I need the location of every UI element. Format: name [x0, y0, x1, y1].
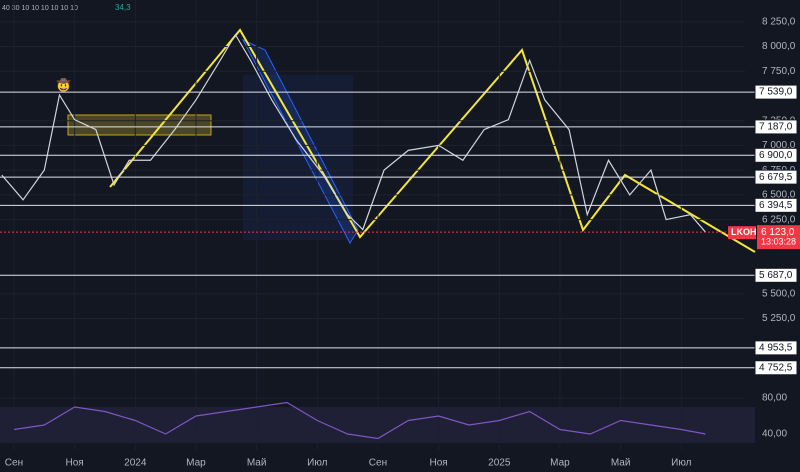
y-tick-label: 8 250,0: [762, 16, 796, 27]
y-tick-label: 5 250,0: [762, 313, 796, 324]
y-tick-label: 6 250,0: [762, 214, 796, 225]
level-label-box: [754, 340, 798, 356]
level-label: 4 953,5: [759, 343, 793, 354]
y-tick-label: 40,00: [762, 429, 787, 440]
zone: [67, 114, 212, 136]
level-label: 4 752,5: [759, 362, 793, 373]
x-tick-label: Ноя: [66, 458, 84, 469]
y-tick-label: 7 750,0: [762, 66, 796, 77]
y-tick-label: 8 000,0: [762, 41, 796, 52]
x-tick-label: Май: [247, 458, 267, 469]
level-label: 6 900,0: [759, 150, 793, 161]
x-tick-label: Мар: [186, 458, 206, 469]
x-tick-label: Сен: [5, 458, 23, 469]
ticker-box: [728, 226, 756, 240]
level-label: 6 679,5: [759, 172, 793, 183]
icon: 🤠: [56, 77, 71, 92]
level-label-box: [754, 267, 798, 283]
x-tick-label: Мар: [550, 458, 570, 469]
x-tick-label: Июл: [671, 458, 691, 469]
level-label-box: [754, 84, 798, 100]
x-tick-label: Ноя: [430, 458, 448, 469]
x-tick-label: Сен: [369, 458, 387, 469]
ticker: LKOH: [731, 227, 757, 237]
x-tick-label: Июл: [307, 458, 327, 469]
last-time: 13:03:28: [761, 237, 796, 247]
level-label: 7 187,0: [759, 122, 793, 133]
last-price-box: [757, 225, 800, 250]
level-label-box: [754, 197, 798, 213]
x-tick-label: 2025: [488, 458, 511, 469]
y-tick-label: 6 500,0: [762, 190, 796, 201]
indicator-value: 34,3: [115, 3, 131, 12]
y-tick-label: 5 500,0: [762, 288, 796, 299]
x-tick-label: Май: [611, 458, 631, 469]
last-price-label: 6 123,0: [761, 227, 795, 238]
zigzag: [109, 28, 756, 253]
price-line: [1, 33, 707, 233]
level-label-box: [754, 147, 798, 163]
y-tick-label: 80,00: [762, 393, 787, 404]
y-tick-label: 7 000,0: [762, 140, 796, 151]
level-label-box: [754, 360, 798, 376]
level-label: 7 539,0: [759, 87, 793, 98]
level-label: 5 687,0: [759, 270, 793, 281]
price-line: [13, 401, 706, 440]
indicator-text: 40 30 10 10 10 10 10 10: [2, 5, 78, 12]
x-tick-label: 2024: [124, 458, 147, 469]
level-label: 6 394,5: [759, 200, 793, 211]
level-label-box: [754, 169, 798, 185]
volume-profile-area: [243, 75, 353, 240]
level-label-box: [754, 119, 798, 135]
